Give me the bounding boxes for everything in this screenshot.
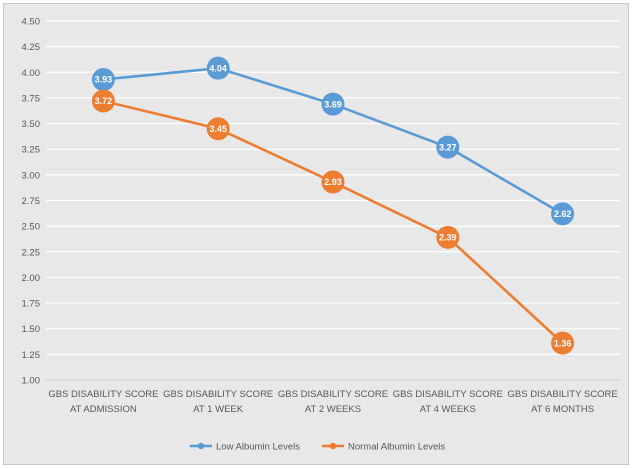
data-point <box>436 135 460 159</box>
x-category-label: GBS DISABILITY SCORE AT 6 MONTHS <box>508 389 618 415</box>
data-point <box>436 225 460 249</box>
y-tick-label: 3.00 <box>22 170 41 181</box>
legend-marker <box>197 442 205 450</box>
data-label: 3.45 <box>209 124 227 134</box>
legend-item: Low Albumin Levels <box>190 442 300 453</box>
y-tick-label: 4.50 <box>22 17 41 28</box>
grid-layer <box>46 20 620 381</box>
data-label: 3.27 <box>439 142 457 152</box>
x-category-label: GBS DISABILITY SCORE AT 2 WEEKS <box>278 389 388 415</box>
y-tick-label: 2.00 <box>22 273 41 284</box>
chart-container: 1.00 1.25 1.50 1.75 2.00 2.25 2.50 2.75 3.00 3.25… <box>3 3 629 465</box>
data-point <box>91 89 115 113</box>
legend-label: Low Albumin Levels <box>216 442 300 453</box>
data-label: 3.93 <box>95 75 113 85</box>
data-label: 4.04 <box>209 63 227 73</box>
y-tick-label: 3.25 <box>22 145 41 156</box>
data-label: 2.39 <box>439 233 457 243</box>
y-tick-label: 4.25 <box>22 42 41 53</box>
line-chart: 1.00 1.25 1.50 1.75 2.00 2.25 2.50 2.75 3.00 3.25… <box>22 17 620 453</box>
data-label: 3.72 <box>95 96 113 106</box>
series-1: 3.93 4.04 3.69 3.27 2.62 <box>91 56 575 226</box>
x-category-label: GBS DISABILITY SCORE AT 4 WEEKS <box>393 389 503 415</box>
x-category-label: GBS DISABILITY SCORE AT ADMISSION <box>48 389 158 415</box>
legend: Low Albumin Levels Normal Albumin Levels <box>190 442 445 453</box>
y-tick-label: 3.50 <box>22 119 41 130</box>
y-tick-label: 1.75 <box>22 299 41 310</box>
y-tick-label: 1.50 <box>22 324 41 335</box>
data-point <box>321 170 345 194</box>
y-tick-label: 3.75 <box>22 93 41 104</box>
data-point <box>551 331 575 355</box>
data-point <box>551 202 575 226</box>
y-tick-label: 2.75 <box>22 196 41 207</box>
series-layer: 3.93 4.04 3.69 3.27 2.62 3.72 3.45 2.93 2.39 1.36 <box>91 56 575 355</box>
x-category-label: GBS DISABILITY SCORE AT 1 WEEK <box>163 389 273 415</box>
data-point <box>206 117 230 141</box>
data-label: 3.69 <box>324 99 342 109</box>
y-axis-ticks: 1.00 1.25 1.50 1.75 2.00 2.25 2.50 2.75 3.00 3.25… <box>22 17 41 387</box>
legend-marker <box>329 442 337 450</box>
y-tick-label: 2.25 <box>22 247 41 258</box>
y-tick-label: 4.00 <box>22 68 41 79</box>
legend-label: Normal Albumin Levels <box>348 442 445 453</box>
data-point <box>321 92 345 116</box>
y-tick-label: 2.50 <box>22 222 41 233</box>
series-2: 3.72 3.45 2.93 2.39 1.36 <box>91 89 575 355</box>
data-label: 2.62 <box>554 209 572 219</box>
data-point <box>91 67 115 91</box>
legend-item: Normal Albumin Levels <box>322 442 445 453</box>
y-tick-label: 1.25 <box>22 350 41 361</box>
y-tick-label: 1.00 <box>22 376 41 387</box>
series-line <box>103 99 564 345</box>
data-label: 2.93 <box>324 177 342 187</box>
data-point <box>206 56 230 80</box>
data-label: 1.36 <box>554 338 572 348</box>
